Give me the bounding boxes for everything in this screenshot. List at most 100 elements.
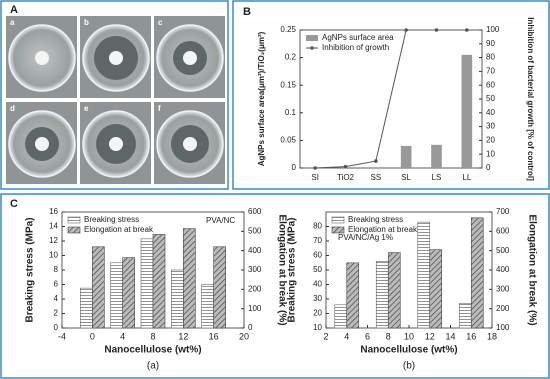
bar: [400, 145, 412, 168]
y2-tick-label: 400: [248, 246, 262, 255]
y-tick-label: 30: [313, 294, 322, 303]
disk: [109, 51, 123, 65]
y-tick-label: 12: [49, 236, 58, 245]
y2-tick-label: 600: [496, 226, 510, 235]
marker: [465, 28, 469, 32]
x-tick-label: 18: [487, 331, 497, 341]
legend-label: Breaking stress: [348, 215, 403, 224]
x-tick-label: 14: [445, 331, 455, 341]
y2-tick-label: 30: [486, 122, 495, 131]
x-tick-label: 12: [425, 331, 435, 341]
bar: [140, 238, 154, 329]
y-tick-label: 10: [49, 251, 58, 260]
marker: [343, 164, 348, 169]
y-tick-label: 20: [313, 309, 322, 318]
x-tick-label: 16: [209, 331, 219, 341]
legend-label: Inhibition of growth: [322, 43, 389, 52]
x-tick-label: 20: [239, 331, 249, 341]
y-tick-label: 2: [54, 309, 59, 318]
x-tick-label: 2: [323, 331, 328, 341]
y-tick-label: 0.1: [285, 108, 297, 117]
disk: [35, 137, 49, 151]
y2-axis-label: Inhibition of bacterial growth [% of con…: [526, 17, 535, 181]
bar: [461, 54, 473, 169]
dish-label: d: [10, 104, 15, 113]
y2-axis-label: Elongation at break (%): [276, 214, 287, 325]
legend-swatch: [331, 216, 345, 224]
disk: [35, 51, 49, 65]
panel-label: B: [243, 6, 251, 18]
bar: [152, 234, 166, 329]
subtitle: (b): [403, 361, 415, 372]
y2-tick-label: 0: [486, 163, 491, 172]
y2-tick-label: 600: [248, 207, 262, 216]
y2-axis-label: Elongation at break (%): [526, 214, 537, 325]
disk: [183, 51, 197, 65]
y2-tick-label: 50: [486, 94, 495, 103]
y2-tick-label: 700: [496, 207, 510, 216]
x-axis-label: Nanocellulose (wt%): [104, 345, 201, 356]
x-tick-label: 0: [90, 331, 95, 341]
x-tick-label: SL: [401, 173, 411, 182]
y2-tick-label: 0: [248, 323, 253, 332]
x-tick-label: 8: [386, 331, 391, 341]
y2-tick-label: 300: [496, 284, 510, 293]
panel-label: A: [10, 4, 18, 16]
dish-label: a: [10, 18, 15, 27]
line: [315, 29, 467, 169]
legend-label: Elongation at break: [84, 225, 154, 234]
bar: [92, 246, 105, 329]
y2-tick-label: 400: [496, 265, 510, 274]
dish-label: b: [84, 18, 89, 27]
y-tick-label: 0.2: [285, 53, 297, 62]
y-tick-label: 10: [313, 323, 322, 332]
annotation: PVA/NC: [206, 216, 235, 225]
bar: [334, 304, 348, 329]
marker: [313, 166, 317, 170]
dish-label: e: [84, 104, 89, 113]
legend-swatch: [67, 226, 81, 234]
dish-label: c: [158, 18, 163, 27]
x-tick-label: 4: [120, 331, 125, 341]
y-tick-label: 0.05: [280, 136, 296, 145]
y2-tick-label: 100: [496, 323, 510, 332]
y-axis-label: Breaking stress (MPa): [25, 217, 36, 322]
y2-tick-label: 200: [248, 284, 262, 293]
bar: [458, 303, 472, 329]
y-tick-label: 6: [54, 280, 59, 289]
y-tick-label: 50: [313, 265, 322, 274]
y-tick-label: 0: [54, 323, 59, 332]
x-tick-label: 6: [365, 331, 370, 341]
legend-label: Elongation at break: [348, 225, 418, 234]
bar: [122, 257, 135, 329]
disk: [109, 137, 123, 151]
bar: [213, 246, 226, 329]
x-tick-label: -4: [58, 331, 66, 341]
y-tick-label: 40: [313, 280, 322, 289]
bar: [110, 262, 123, 329]
y-axis-label: Breaking stress (MPa): [287, 217, 298, 322]
marker: [374, 159, 378, 163]
bar: [346, 262, 360, 329]
y-tick-label: 8: [54, 265, 59, 274]
y-tick-label: 0.15: [280, 80, 296, 89]
panel-label: C: [10, 198, 18, 210]
x-tick-label: SS: [370, 173, 381, 182]
y2-tick-label: 100: [248, 304, 262, 313]
x-tick-label: 10: [404, 331, 414, 341]
y-tick-label: 0.25: [280, 25, 296, 34]
x-tick-label: LL: [462, 173, 471, 182]
bar: [429, 249, 443, 329]
subtitle: (a): [147, 361, 159, 372]
y2-tick-label: 20: [486, 136, 495, 145]
y2-tick-label: 10: [486, 149, 495, 158]
x-tick-label: SI: [311, 173, 319, 182]
bar: [431, 144, 442, 168]
x-tick-label: 12: [178, 331, 188, 341]
marker: [404, 28, 408, 32]
y2-tick-label: 200: [496, 304, 510, 313]
y2-tick-label: 300: [248, 265, 262, 274]
y-tick-label: 0: [292, 163, 297, 172]
